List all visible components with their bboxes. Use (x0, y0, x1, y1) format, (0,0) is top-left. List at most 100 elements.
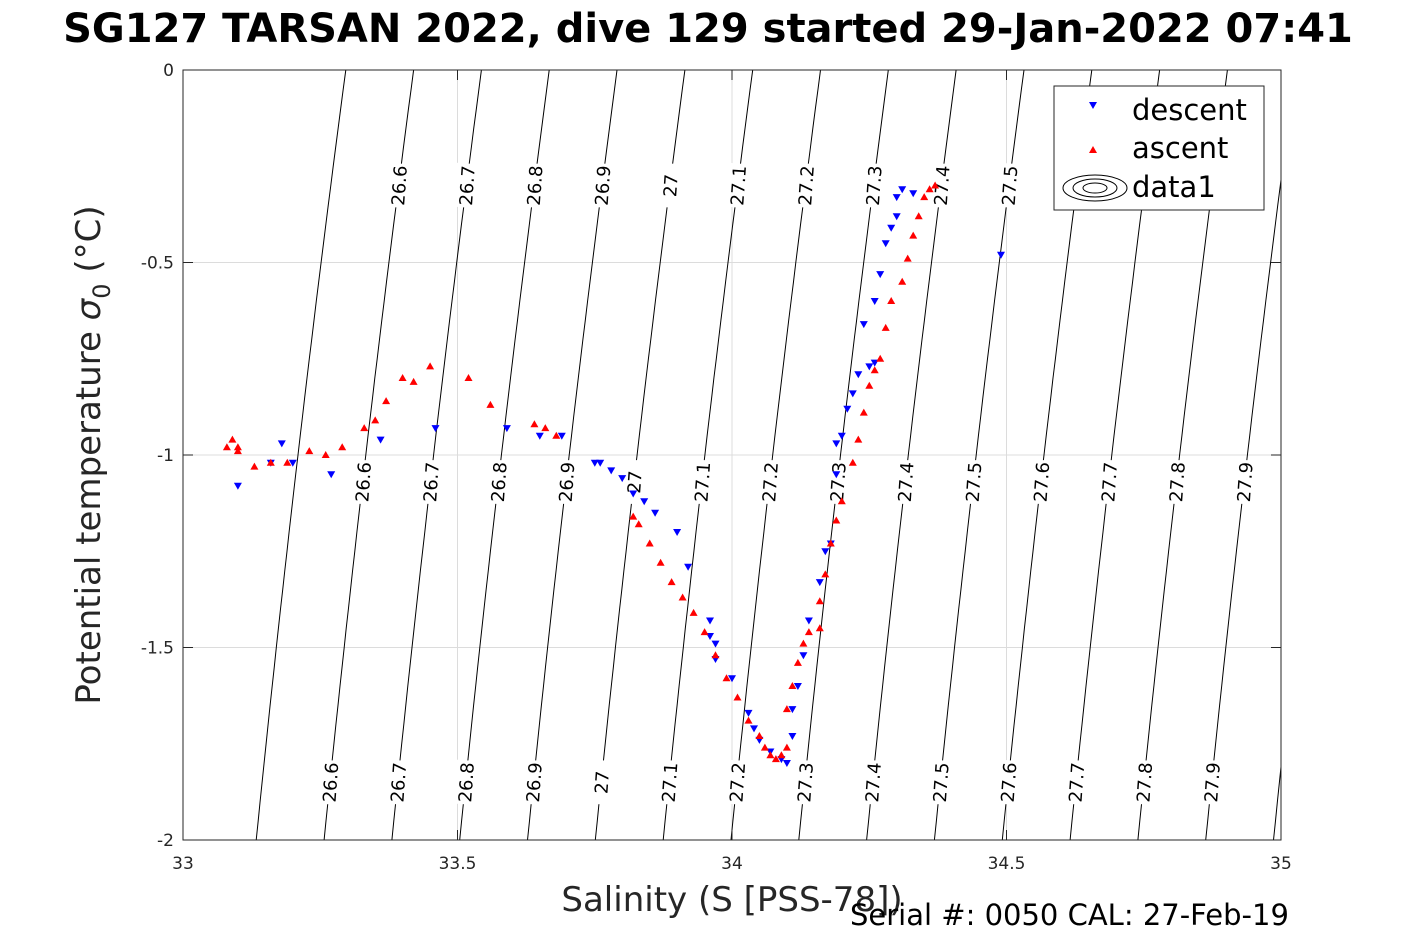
descent-point (376, 436, 385, 444)
svg-text:27.6: 27.6 (1031, 461, 1055, 502)
descent-point (843, 405, 852, 413)
density-contour-label: 27.6 (995, 759, 1021, 806)
density-contour-label: 27.4 (892, 459, 919, 505)
ascent-point (826, 539, 835, 547)
svg-text:27.8: 27.8 (1166, 461, 1190, 502)
density-contour-label: 27.5 (996, 162, 1022, 209)
descent-point (909, 190, 918, 198)
ascent-point (634, 520, 643, 528)
density-contour-line (1341, 70, 1417, 840)
legend-ascent-marker (1089, 146, 1097, 153)
ascent-point (909, 231, 918, 239)
ascent-point (711, 651, 720, 659)
descent-point (728, 675, 736, 683)
density-contour-label: 27.1 (689, 459, 715, 505)
svg-text:27: 27 (591, 770, 614, 794)
svg-text:27.9: 27.9 (1201, 762, 1225, 803)
y-axis-ticks: 0 -0.5 -1 -1.5 -2 (141, 61, 1281, 851)
ascent-point (722, 674, 731, 682)
svg-text:27: 27 (624, 470, 647, 494)
ascent-point (914, 212, 923, 220)
density-contour-label: 26.8 (453, 759, 479, 806)
ascent-point (925, 185, 934, 193)
ascent-point (848, 458, 857, 466)
density-contour-label: 27 (588, 759, 614, 806)
y-axis-label-subscript: 0 (88, 283, 116, 298)
x-tick-label: 35 (1270, 854, 1292, 874)
y-axis-label-units: (°C) (69, 205, 109, 272)
density-contour-label: 27.3 (860, 162, 887, 209)
descent-point (684, 563, 693, 571)
descent-point (788, 733, 797, 740)
descent-point (596, 459, 605, 467)
svg-text:27.2: 27.2 (795, 165, 819, 206)
ascent-point (815, 597, 824, 605)
density-contour-label: 26.8 (485, 459, 512, 505)
descent-point (706, 617, 714, 625)
ascent-point (815, 624, 824, 632)
density-contour-label: 26.7 (385, 759, 411, 806)
descent-point (887, 224, 896, 232)
density-contour-label: 27.5 (960, 459, 987, 505)
ascent-point (771, 755, 780, 763)
ascent-point (426, 362, 435, 370)
ascent-point (931, 181, 940, 189)
svg-text:27.3: 27.3 (863, 165, 887, 206)
y-tick-label: -1.5 (141, 639, 174, 659)
descent-point (870, 298, 879, 305)
descent-point (881, 240, 890, 248)
ascent-point (233, 443, 242, 451)
x-tick-label: 33.5 (439, 854, 477, 874)
density-contour-label: 27 (657, 162, 683, 209)
density-contour-label: 26.7 (453, 162, 480, 209)
ascent-point (360, 424, 369, 432)
ascent-point (782, 743, 791, 751)
descent-point (892, 194, 901, 202)
legend-descent-marker (1089, 102, 1097, 109)
ascent-point (881, 323, 890, 331)
legend-data1-label: data1 (1132, 170, 1216, 204)
descent-point (673, 529, 682, 536)
ascent-point (305, 447, 314, 455)
density-contour-label: 26.9 (520, 759, 547, 806)
svg-text:27.5: 27.5 (963, 461, 987, 502)
density-contour-label: 27 (621, 459, 647, 505)
descent-point (821, 548, 830, 556)
density-contour-label: 27.2 (792, 162, 819, 209)
density-contour-label: 27.4 (928, 162, 955, 209)
descent-point (876, 271, 885, 279)
density-contour-label: 27.8 (1163, 459, 1190, 505)
y-tick-label: -1 (157, 446, 174, 466)
descent-point (590, 459, 599, 467)
svg-text:27.7: 27.7 (1066, 762, 1090, 803)
svg-text:26.6: 26.6 (388, 165, 412, 206)
svg-text:27.1: 27.1 (727, 165, 751, 206)
density-contours (255, 70, 1417, 840)
descent-point (744, 709, 753, 717)
ascent-point (832, 516, 841, 524)
ascent-point (541, 424, 550, 432)
legend-ascent-label: ascent (1132, 131, 1228, 165)
density-contour-label: 27.6 (1028, 459, 1055, 505)
descent-point (629, 490, 638, 498)
serial-cal-text: Serial #: 0050 CAL: 27-Feb-19 (850, 898, 1289, 932)
descent-point (815, 579, 824, 587)
y-tick-label: 0 (163, 61, 174, 81)
ascent-point (755, 732, 764, 739)
descent-point (848, 390, 857, 398)
ascent-point (870, 366, 879, 374)
ascent-point (250, 462, 259, 470)
y-axis-label-text: Potential temperature (69, 331, 109, 704)
density-contour-label: 27.2 (724, 759, 750, 806)
ascent-point (876, 354, 885, 362)
svg-text:27: 27 (660, 173, 683, 197)
density-contour-label: 27.2 (757, 459, 783, 505)
ascent-point (552, 431, 561, 439)
descent-point (898, 186, 907, 194)
svg-text:26.7: 26.7 (420, 461, 444, 502)
svg-text:26.7: 26.7 (456, 165, 480, 206)
svg-text:27.4: 27.4 (895, 461, 919, 502)
ascent-point (793, 658, 802, 666)
x-axis-label: Salinity (S [PSS-78]) (561, 880, 903, 920)
